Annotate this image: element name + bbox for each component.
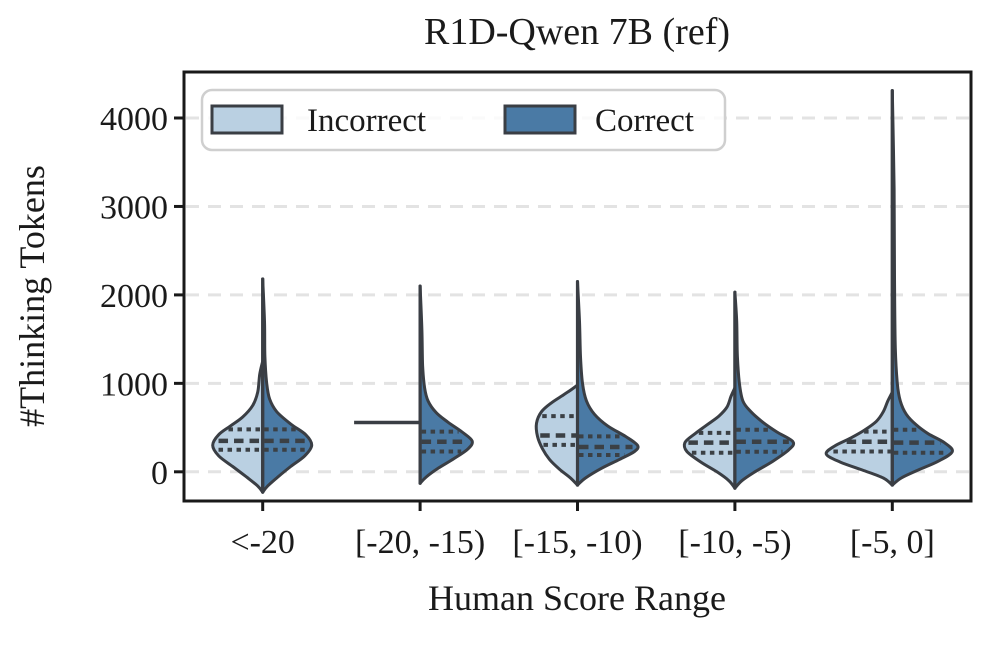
- legend-box: [200, 88, 727, 152]
- x-tick-label-0: <-20: [230, 524, 295, 561]
- legend-label-correct: Correct: [595, 103, 694, 139]
- violin-[-5, 0]: [824, 88, 954, 487]
- y-tick-label-2000: 2000: [100, 278, 168, 315]
- legend-swatch-incorrect: [210, 104, 284, 135]
- violin-half-incorrect: [682, 386, 737, 490]
- violin-[-15, -10): [534, 280, 640, 487]
- y-tick-label-0: 0: [151, 455, 168, 492]
- violin-half-incorrect: [824, 390, 894, 487]
- violin-half-incorrect: [211, 359, 265, 494]
- legend-label-incorrect: Incorrect: [307, 103, 426, 139]
- violin-half-correct: [733, 290, 796, 490]
- violin-half-correct: [890, 89, 954, 487]
- violin-<-20: [211, 277, 314, 494]
- violin-half-correct: [576, 280, 640, 487]
- chart-title: R1D-Qwen 7B (ref): [424, 11, 730, 53]
- violin-layer: [211, 88, 954, 494]
- violin-half-correct: [261, 277, 314, 494]
- violin-[-20, -15): [354, 284, 474, 485]
- x-tick-label-4: [-5, 0]: [850, 524, 935, 561]
- legend-swatch-correct: [503, 104, 577, 135]
- axis-layer: 0 1000 2000 3000 4000 <-20 [-20, -15) [-15, -10…: [100, 70, 973, 561]
- violin-[-10, -5): [682, 290, 796, 490]
- x-tick-label-2: [-15, -10): [512, 524, 642, 561]
- y-tick-label-3000: 3000: [100, 189, 168, 226]
- x-axis-label: Human Score Range: [428, 578, 726, 618]
- legend: Incorrect Correct: [200, 88, 727, 152]
- violin-half-correct: [418, 284, 474, 485]
- y-tick-label-1000: 1000: [100, 366, 168, 403]
- x-tick-label-3: [-10, -5): [678, 524, 791, 561]
- y-tick-label-4000: 4000: [100, 101, 168, 138]
- x-tick-label-1: [-20, -15): [355, 524, 485, 561]
- y-axis-label: #Thinking Tokens: [12, 165, 52, 427]
